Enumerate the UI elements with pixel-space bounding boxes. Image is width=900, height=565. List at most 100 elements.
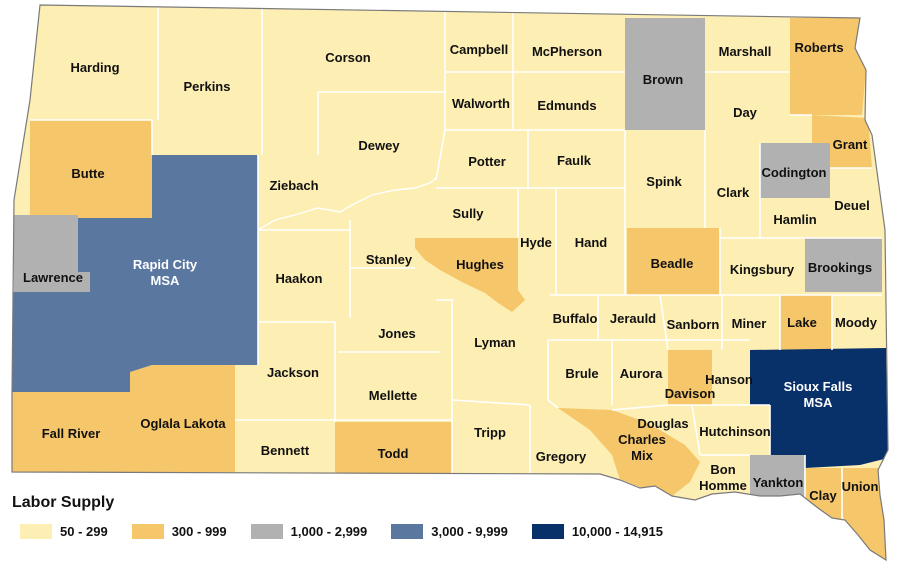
county-todd[interactable]	[335, 422, 452, 475]
county-hughes[interactable]	[415, 238, 525, 312]
county-label-perkins: Perkins	[184, 79, 231, 94]
legend-item: 10,000 - 14,915	[531, 524, 663, 539]
legend-item: 1,000 - 2,999	[250, 524, 368, 539]
county-label-stanley: Stanley	[366, 252, 413, 267]
county-label-corson: Corson	[325, 50, 371, 65]
county-label-hanson: Hanson	[705, 372, 753, 387]
county-label-marshall: Marshall	[719, 44, 772, 59]
county-label-mcpherson: McPherson	[532, 44, 602, 59]
legend-swatch	[20, 524, 52, 539]
county-label-union: Union	[842, 479, 879, 494]
county-label-fall-river: Fall River	[42, 426, 101, 441]
county-yankton[interactable]	[750, 455, 805, 500]
county-label-day: Day	[733, 105, 758, 120]
county-label-jackson: Jackson	[267, 365, 319, 380]
county-brown[interactable]	[625, 18, 705, 130]
county-label-faulk: Faulk	[557, 153, 592, 168]
county-label-todd: Todd	[378, 446, 409, 461]
county-label-buffalo: Buffalo	[553, 311, 598, 326]
county-label-roberts: Roberts	[794, 40, 843, 55]
county-lake[interactable]	[780, 295, 832, 350]
county-label-davison: Davison	[665, 386, 716, 401]
county-codington[interactable]	[760, 143, 830, 198]
county-label-harding: Harding	[70, 60, 119, 75]
county-roberts[interactable]	[790, 18, 866, 115]
county-label-jerauld: Jerauld	[610, 311, 656, 326]
county-label-tripp: Tripp	[474, 425, 506, 440]
legend-swatch	[391, 524, 424, 539]
county-label-bennett: Bennett	[261, 443, 310, 458]
county-label-campbell: Campbell	[450, 42, 509, 57]
missouri-river	[257, 177, 437, 231]
county-label-lyman: Lyman	[474, 335, 515, 350]
county-label-charles-mix: Charles Mix	[618, 432, 666, 463]
county-label-sioux-falls-msa: Sioux Falls MSA	[784, 379, 853, 410]
legend-item: 3,000 - 9,999	[391, 524, 508, 539]
county-label-grant: Grant	[833, 137, 868, 152]
county-butte[interactable]	[30, 120, 152, 218]
county-label-edmunds: Edmunds	[537, 98, 596, 113]
county-labels: Harding Perkins Corson Campbell McPherson Bro…	[23, 40, 878, 503]
legend-swatch	[250, 524, 283, 539]
county-label-douglas: Douglas	[637, 416, 688, 431]
county-label-hand: Hand	[575, 235, 608, 250]
county-label-brule: Brule	[565, 366, 598, 381]
legend-swatch	[131, 524, 164, 539]
county-brookings[interactable]	[805, 238, 882, 292]
legend-swatch	[531, 524, 564, 539]
county-label-sully: Sully	[452, 206, 484, 221]
legend-label: 3,000 - 9,999	[431, 524, 508, 539]
county-oglala-lakota[interactable]	[130, 365, 235, 472]
county-label-butte: Butte	[71, 166, 104, 181]
county-label-potter: Potter	[468, 154, 506, 169]
legend-item: 300 - 999	[131, 524, 227, 539]
county-charles-mix[interactable]	[558, 408, 700, 496]
county-label-jones: Jones	[378, 326, 416, 341]
legend-title: Labor Supply	[12, 494, 115, 511]
county-label-bon-homme: Bon Homme	[699, 462, 747, 493]
county-label-ziebach: Ziebach	[269, 178, 318, 193]
county-lawrence[interactable]	[14, 215, 90, 292]
county-label-mellette: Mellette	[369, 388, 417, 403]
county-label-haakon: Haakon	[276, 271, 323, 286]
county-beadle[interactable]	[627, 228, 720, 295]
legend-label: 10,000 - 14,915	[571, 524, 663, 539]
county-label-kingsbury: Kingsbury	[730, 262, 795, 277]
county-label-aurora: Aurora	[620, 366, 663, 381]
legend-items: 50 - 299 300 - 999 1,000 - 2,999 3,000 - 9,…	[20, 524, 663, 539]
county-label-brown: Brown	[643, 72, 684, 87]
county-label-walworth: Walworth	[452, 96, 510, 111]
county-label-beadle: Beadle	[651, 256, 694, 271]
county-label-hyde: Hyde	[520, 235, 552, 250]
county-label-hamlin: Hamlin	[773, 212, 816, 227]
county-label-lawrence: Lawrence	[23, 270, 83, 285]
county-label-yankton: Yankton	[753, 475, 804, 490]
county-label-codington: Codington	[762, 165, 827, 180]
legend-item: 50 - 299	[20, 524, 108, 539]
county-label-sanborn: Sanborn	[667, 317, 720, 332]
county-union[interactable]	[842, 468, 888, 560]
county-rapid-city-msa[interactable]	[12, 155, 258, 392]
county-label-deuel: Deuel	[834, 198, 869, 213]
county-clay[interactable]	[805, 468, 842, 525]
legend-label: 50 - 299	[60, 524, 108, 539]
county-label-clay: Clay	[809, 488, 837, 503]
county-label-hutchinson: Hutchinson	[699, 424, 771, 439]
county-label-hughes: Hughes	[456, 257, 504, 272]
county-label-lake: Lake	[787, 315, 817, 330]
legend-label: 1,000 - 2,999	[290, 524, 368, 539]
county-label-miner: Miner	[732, 316, 767, 331]
county-fall-river[interactable]	[12, 392, 130, 472]
county-label-dewey: Dewey	[358, 138, 400, 153]
county-label-clark: Clark	[717, 185, 750, 200]
county-boundaries	[30, 5, 882, 520]
county-label-brookings: Brookings	[808, 260, 872, 275]
county-sioux-falls-msa[interactable]	[750, 348, 888, 468]
county-davison[interactable]	[668, 350, 712, 405]
legend: Labor Supply 50 - 299 300 - 999 1,000 - 2,…	[12, 494, 712, 564]
county-label-gregory: Gregory	[536, 449, 587, 464]
county-label-moody: Moody	[835, 315, 878, 330]
county-label-spink: Spink	[646, 174, 682, 189]
